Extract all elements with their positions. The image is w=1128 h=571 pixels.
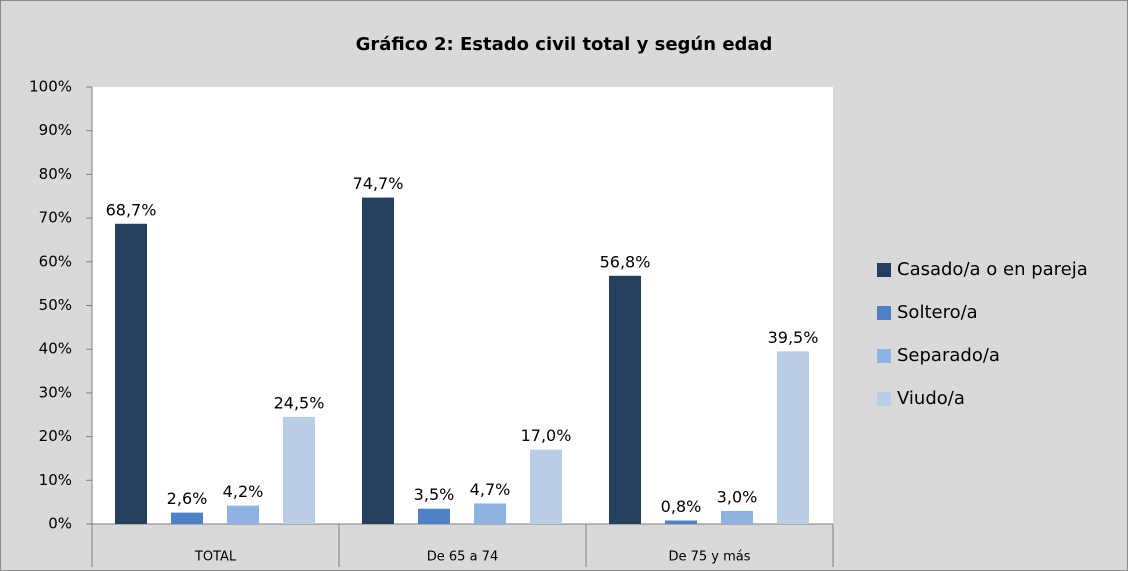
bar — [530, 449, 562, 524]
y-tick-label: 50% — [39, 296, 72, 314]
bar — [721, 510, 753, 524]
data-label: 17,0% — [521, 426, 572, 445]
legend-swatch — [877, 349, 891, 363]
data-label: 39,5% — [768, 328, 819, 347]
data-label: 4,7% — [470, 480, 511, 499]
y-tick-label: 70% — [39, 209, 72, 227]
data-label: 68,7% — [106, 200, 157, 219]
x-tick-label: De 75 y más — [668, 550, 750, 565]
bar — [227, 505, 259, 524]
bar — [362, 197, 394, 524]
y-tick-label: 10% — [39, 471, 72, 489]
bar — [609, 275, 641, 524]
bar — [171, 512, 203, 524]
chart-title: Gráfico 2: Estado civil total y según ed… — [356, 34, 773, 55]
data-label: 56,8% — [600, 252, 651, 271]
x-tick-label: TOTAL — [194, 550, 237, 565]
x-tick-label: De 65 a 74 — [427, 550, 498, 565]
y-tick-label: 80% — [39, 165, 72, 183]
bar — [777, 351, 809, 524]
y-tick-label: 90% — [39, 121, 72, 139]
data-label: 3,5% — [414, 485, 455, 504]
data-label: 24,5% — [274, 393, 325, 412]
legend-swatch — [877, 306, 891, 320]
legend-label: Soltero/a — [897, 302, 978, 323]
y-tick-label: 0% — [48, 515, 72, 533]
data-label: 3,0% — [717, 487, 758, 506]
data-label: 74,7% — [353, 174, 404, 193]
legend-label: Casado/a o en pareja — [897, 259, 1088, 280]
y-tick-label: 30% — [39, 383, 72, 401]
data-label: 0,8% — [661, 497, 702, 516]
y-tick-label: 20% — [39, 427, 72, 445]
legend-label: Separado/a — [897, 345, 1000, 366]
bar — [418, 508, 450, 524]
y-tick-label: 60% — [39, 252, 72, 270]
bar — [665, 520, 697, 524]
y-tick-label: 40% — [39, 340, 72, 358]
legend-swatch — [877, 392, 891, 406]
legend-swatch — [877, 263, 891, 277]
bar — [283, 416, 315, 524]
bar — [115, 223, 147, 524]
y-tick-label: 100% — [29, 78, 72, 96]
data-label: 2,6% — [167, 489, 208, 508]
legend-label: Viudo/a — [897, 388, 965, 409]
bar — [474, 503, 506, 524]
data-label: 4,2% — [223, 482, 264, 501]
plot-area — [92, 87, 833, 524]
